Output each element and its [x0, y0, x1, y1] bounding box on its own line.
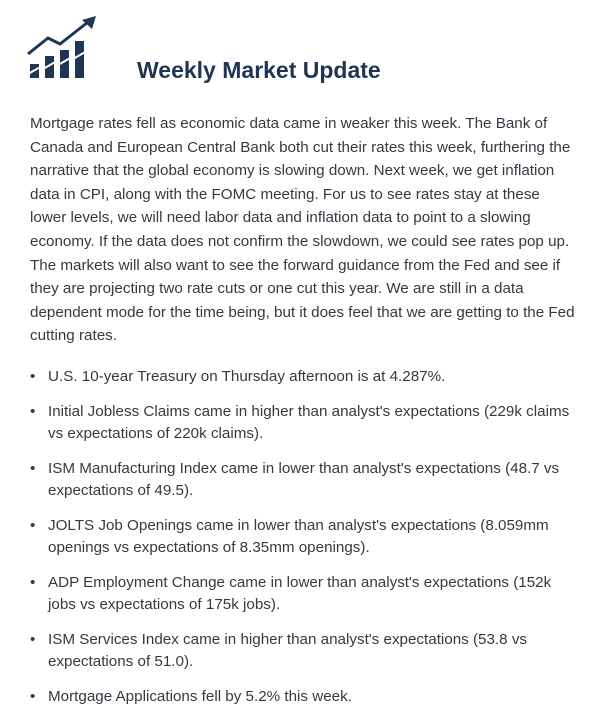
list-item: • Mortgage Applications fell by 5.2% this…	[30, 686, 575, 709]
list-item-text: ISM Manufacturing Index came in lower th…	[48, 459, 560, 500]
list-item: • Initial Jobless Claims came in higher t…	[30, 401, 575, 446]
list-item-text: ISM Services Index came in higher than a…	[48, 630, 528, 671]
header: Weekly Market Update	[0, 0, 591, 100]
market-bullet-list: • U.S. 10-year Treasury on Thursday after…	[30, 366, 575, 720]
intro-paragraph: Mortgage rates fell as economic data cam…	[30, 115, 575, 345]
list-item-text: ADP Employment Change came in lower than…	[48, 573, 552, 614]
bullet-marker: •	[30, 687, 36, 705]
logo-arrow-head	[82, 16, 96, 29]
bar-chart-trend-arrow-icon	[27, 16, 96, 78]
list-item-text: Initial Jobless Claims came in higher th…	[48, 402, 570, 443]
list-item: • ISM Services Index came in higher than …	[30, 629, 575, 674]
logo-bar	[60, 50, 69, 78]
list-item-text: U.S. 10-year Treasury on Thursday aftern…	[48, 368, 446, 385]
bullet-marker: •	[30, 516, 36, 534]
page-title: Weekly Market Update	[137, 57, 381, 83]
logo-bar	[75, 41, 84, 78]
bullet-marker: •	[30, 402, 36, 420]
logo-trend-line	[27, 20, 89, 56]
bullet-marker: •	[30, 573, 36, 591]
list-item: • ADP Employment Change came in lower tha…	[30, 572, 575, 617]
bullet-marker: •	[30, 630, 36, 648]
logo-bar	[45, 56, 54, 78]
list-item: • JOLTS Job Openings came in lower than a…	[30, 515, 575, 560]
bullet-marker: •	[30, 368, 36, 385]
list-item: • U.S. 10-year Treasury on Thursday after…	[30, 366, 575, 389]
list-item-text: Mortgage Applications fell by 5.2% this …	[48, 687, 352, 705]
list-item-text: JOLTS Job Openings came in lower than an…	[48, 516, 549, 557]
bullet-marker: •	[30, 459, 36, 477]
list-item: • ISM Manufacturing Index came in lower t…	[30, 458, 575, 503]
